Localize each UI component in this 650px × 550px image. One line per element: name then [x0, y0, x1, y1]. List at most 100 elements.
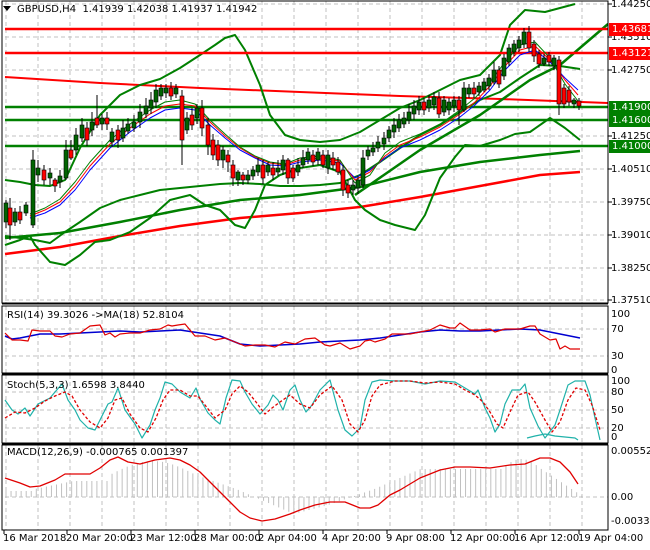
rsi-tick-label: 100	[611, 309, 631, 320]
bull-candle	[3, 202, 9, 223]
bull-candle	[521, 31, 527, 45]
bull-candle	[516, 39, 522, 49]
bull-candle	[355, 179, 361, 189]
bear-candle	[189, 114, 195, 126]
bear-candle	[270, 167, 276, 176]
bear-candle	[7, 207, 13, 226]
bear-candle	[496, 69, 502, 85]
bear-candle	[215, 144, 221, 161]
price-tick-label: 1.40510	[611, 164, 650, 175]
bollinger-lower	[4, 117, 581, 266]
bull-candle	[265, 164, 271, 173]
price-tick-label: 1.42750	[611, 65, 650, 76]
bear-candle	[421, 101, 427, 111]
bull-candle	[441, 99, 447, 113]
bull-candle	[143, 105, 149, 115]
bear-candle	[556, 59, 562, 105]
bull-candle	[350, 184, 356, 191]
bear-candle	[104, 117, 110, 125]
stoch-label: Stoch(5,3,3) 1.6598 3.8440	[7, 380, 145, 391]
time-tick-label: 28 Mar 00:00	[194, 533, 261, 544]
bull-candle	[89, 121, 95, 131]
price-tick-label: 1.38250	[611, 263, 650, 274]
bull-candle	[426, 99, 432, 109]
time-tick-label: 2 Apr 04:00	[258, 533, 317, 544]
stoch-signal-line	[4, 380, 601, 433]
macd-tick-label: 0.005526	[611, 446, 650, 457]
bull-candle	[131, 121, 137, 129]
price-tick-label: 1.37510	[611, 295, 650, 306]
bear-candle	[330, 157, 336, 166]
time-tick-label: 19 Apr 04:00	[578, 533, 644, 544]
bear-candle	[52, 179, 58, 187]
price-level-tag: 1.41900	[609, 101, 650, 114]
bull-candle	[47, 172, 53, 179]
macd-tick-label: -0.003367	[611, 516, 650, 527]
bull-candle	[295, 164, 301, 173]
bull-candle	[137, 111, 143, 123]
bull-candle	[23, 204, 29, 214]
stoch-main-tail	[526, 433, 579, 441]
bear-candle	[536, 53, 542, 65]
ma-mid-line	[4, 149, 581, 240]
bull-candle	[451, 99, 457, 107]
main-pane-frame	[1, 0, 609, 304]
bear-candle	[210, 139, 216, 156]
bull-candle	[416, 101, 422, 111]
macd-label: MACD(12,26,9) -0.000765 0.001397	[7, 447, 189, 458]
bull-candle	[79, 124, 85, 139]
bull-candle	[109, 131, 115, 143]
stoch-tick-label: 80	[611, 387, 624, 398]
rsi-tick-label: 70	[611, 324, 624, 335]
price-tick-label: 1.44250	[611, 0, 650, 10]
time-tick-label: 4 Apr 20:00	[322, 533, 381, 544]
bull-candle	[406, 111, 412, 121]
trend-line-red	[4, 76, 609, 104]
bull-candle	[491, 69, 497, 83]
price-level-tag: 1.43681	[609, 23, 650, 36]
dropdown-triangle-icon[interactable]	[3, 6, 11, 11]
bull-candle	[446, 101, 452, 111]
bull-candle	[300, 157, 306, 166]
bull-candle	[255, 164, 261, 173]
bear-candle	[17, 211, 23, 221]
bear-candle	[285, 159, 291, 179]
bull-candle	[501, 57, 507, 77]
bull-candle	[57, 175, 63, 183]
ohlc-values: 1.41939 1.42038 1.41937 1.41942	[82, 4, 258, 15]
bull-candle	[235, 171, 241, 181]
bull-candle	[360, 157, 366, 186]
bear-candle	[456, 99, 462, 111]
bear-candle	[290, 167, 296, 179]
bear-candle	[531, 43, 537, 57]
bull-candle	[30, 159, 36, 226]
bear-candle	[168, 87, 174, 97]
bull-candle	[173, 87, 179, 95]
stoch-pane-frame	[1, 374, 609, 444]
price-tick-label: 1.43510	[611, 32, 650, 43]
rsi-line	[4, 322, 580, 350]
bull-candle	[99, 117, 105, 125]
stoch-tick-label: 0	[611, 432, 618, 443]
bull-candle	[396, 119, 402, 129]
stoch-tick-label: 20	[611, 423, 624, 434]
bull-candle	[476, 85, 482, 93]
bull-candle	[35, 167, 41, 176]
bull-candle	[370, 147, 376, 153]
bear-candle	[345, 184, 351, 194]
price-level-tag: 1.41000	[609, 140, 650, 153]
rsi-tick-label: 30	[611, 351, 624, 362]
time-tick-label: 16 Apr 12:00	[514, 533, 580, 544]
bear-candle	[526, 31, 532, 49]
bear-candle	[260, 164, 266, 179]
bull-candle	[275, 167, 281, 173]
bear-candle	[566, 89, 572, 103]
bull-candle	[220, 149, 226, 161]
bull-candle	[158, 87, 164, 97]
rsi-label: RSI(14) 39.3026 ->MA(18) 52.8104	[7, 310, 184, 321]
time-tick-label: 12 Apr 00:00	[450, 533, 516, 544]
stoch-tick-label: 100	[611, 376, 631, 387]
bear-candle	[84, 127, 90, 141]
price-tick-label: 1.41250	[611, 131, 650, 142]
